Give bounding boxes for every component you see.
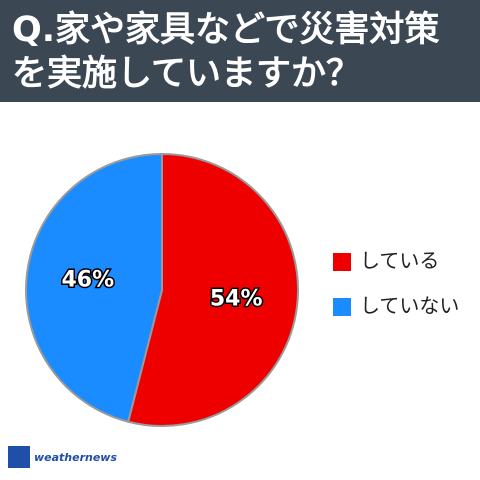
pie-slice — [126, 152, 299, 427]
legend-swatch — [333, 298, 351, 316]
legend-swatch — [333, 253, 351, 271]
value-label: 46% — [61, 268, 114, 293]
chart-title: Q.家や家具などで災害対策を実施していますか？ — [12, 10, 440, 94]
legend-label: していない — [360, 294, 459, 318]
logo-icon — [8, 446, 30, 468]
source-logo: weathernews — [34, 451, 117, 464]
title-bar: Q.家や家具などで災害対策を実施していますか？ — [0, 0, 480, 102]
value-label: 54% — [210, 286, 263, 311]
pie-slice — [25, 152, 163, 423]
legend-label: している — [360, 249, 439, 273]
